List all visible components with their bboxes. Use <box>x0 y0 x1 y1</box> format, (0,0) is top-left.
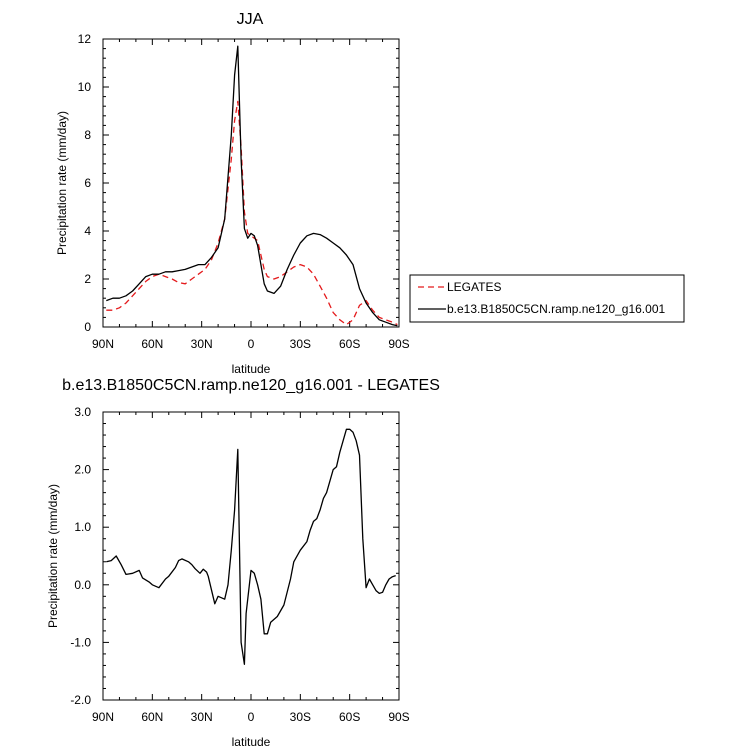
top-y-tick-label: 6 <box>84 176 91 190</box>
top-series-line-1 <box>106 100 398 326</box>
top-y-tick-label: 4 <box>84 224 91 238</box>
bottom-plot-lines <box>106 428 396 665</box>
bottom-y-tick-label: -1.0 <box>70 635 91 649</box>
legend-box <box>409 274 685 323</box>
bottom-x-tick-label: 60N <box>141 710 163 724</box>
legend-label-model: b.e13.B1850C5CN.ramp.ne120_g16.001 <box>447 302 665 316</box>
top-x-tick-label: 0 <box>248 337 255 351</box>
top-x-tick-label: 30S <box>290 337 311 351</box>
top-y-tick-label: 10 <box>78 80 92 94</box>
bottom-y-tick-label: -2.0 <box>70 693 91 707</box>
bottom-x-tick-label: 30N <box>191 710 213 724</box>
top-plot-frame <box>102 38 400 328</box>
top-panel: JJA 90N 60N 30N 0 30S 60S 90S 0 2 4 6 8 10 12 latitud… <box>55 11 410 376</box>
top-x-axis-label: latitude <box>232 362 271 376</box>
top-x-tick-label: 90N <box>92 337 114 351</box>
bottom-x-tick-label: 90N <box>92 710 114 724</box>
top-y-axis-label: Precipitation rate (mm/day) <box>55 111 69 255</box>
bottom-axis-ticks: 90N 60N 30N 0 30S 60S 90S -2.0 -1.0 0.0 1.0 2.0 3.0 <box>70 405 409 724</box>
bottom-x-axis-label: latitude <box>232 735 271 749</box>
bottom-y-axis-label: Precipitation rate (mm/day) <box>46 484 60 628</box>
bottom-x-tick-label: 90S <box>388 710 409 724</box>
top-series-line-2 <box>106 45 398 327</box>
bottom-y-tick-label: 2.0 <box>74 463 91 477</box>
top-y-tick-label: 8 <box>84 128 91 142</box>
bottom-plot-frame <box>102 411 400 701</box>
top-y-tick-label: 12 <box>78 32 92 46</box>
top-chart-title: JJA <box>237 11 264 28</box>
top-x-tick-label: 60N <box>141 337 163 351</box>
bottom-x-tick-label: 60S <box>339 710 360 724</box>
bottom-y-tick-label: 0.0 <box>74 578 91 592</box>
bottom-x-tick-label: 0 <box>248 710 255 724</box>
bottom-y-tick-label: 1.0 <box>74 520 91 534</box>
bottom-panel: b.e13.B1850C5CN.ramp.ne120_g16.001 - LEG… <box>46 377 440 749</box>
top-x-tick-label: 60S <box>339 337 360 351</box>
bottom-chart-title: b.e13.B1850C5CN.ramp.ne120_g16.001 - LEG… <box>62 377 440 394</box>
top-y-tick-label: 2 <box>84 272 91 286</box>
bottom-series-line-1 <box>106 428 396 665</box>
top-plot-lines <box>106 45 398 327</box>
top-x-tick-label: 30N <box>191 337 213 351</box>
top-y-tick-label: 0 <box>84 320 91 334</box>
bottom-y-tick-label: 3.0 <box>74 405 91 419</box>
bottom-x-tick-label: 30S <box>290 710 311 724</box>
top-x-tick-label: 90S <box>388 337 409 351</box>
legend-label-legates: LEGATES <box>447 280 501 294</box>
top-axis-ticks: 90N 60N 30N 0 30S 60S 90S 0 2 4 6 8 10 12 <box>78 32 410 351</box>
chart-legend: LEGATES b.e13.B1850C5CN.ramp.ne120_g16.0… <box>409 274 685 323</box>
